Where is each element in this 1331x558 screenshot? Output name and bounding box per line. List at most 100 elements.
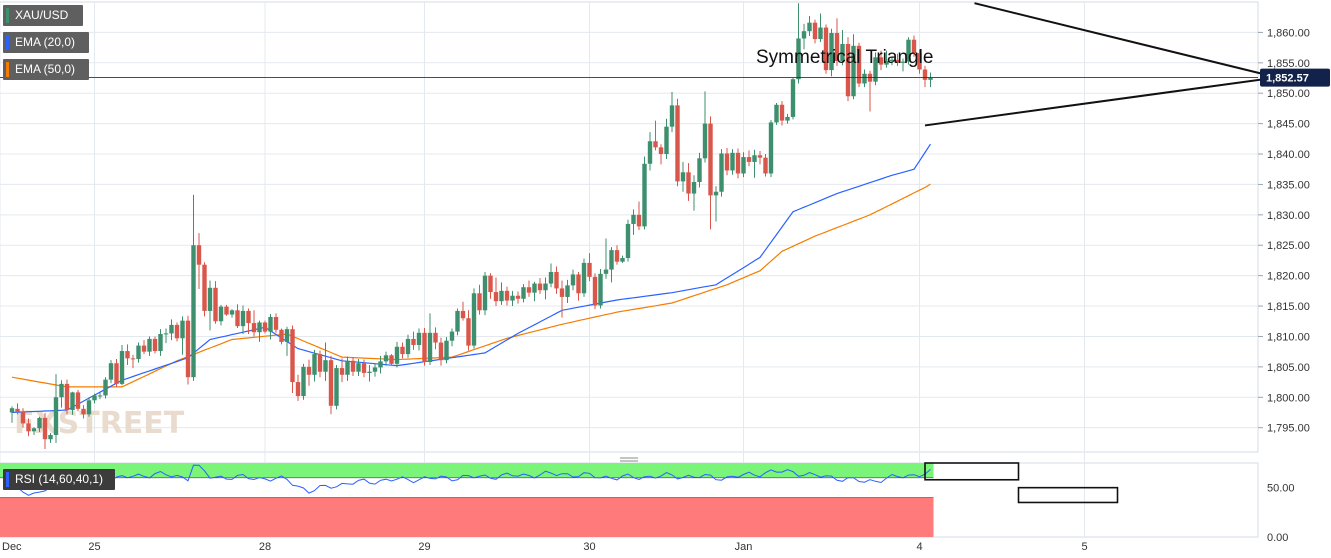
- candle: [75, 389, 81, 412]
- candle-body-down: [587, 262, 592, 277]
- candle: [653, 120, 658, 151]
- y-tick-label: 1,835.00: [1267, 179, 1310, 191]
- candle: [361, 359, 367, 378]
- candle-body-down: [213, 287, 218, 322]
- candle-body-down: [196, 245, 202, 265]
- candle-body-down: [911, 39, 917, 54]
- candle-body-up: [532, 283, 537, 293]
- candle-body-up: [163, 333, 169, 335]
- candle: [845, 37, 851, 102]
- candle-body-down: [75, 392, 81, 409]
- candle-body-down: [433, 332, 438, 343]
- candle: [92, 393, 97, 404]
- candle: [59, 380, 64, 408]
- candle-body-up: [86, 400, 92, 415]
- candle: [213, 281, 218, 324]
- candle: [141, 340, 147, 355]
- candle: [889, 56, 895, 66]
- y-tick-label: 1,850.00: [1267, 88, 1310, 100]
- rsi-annotation-box: [1017, 486, 1119, 504]
- candle-body-up: [482, 275, 488, 311]
- candle-body-up: [405, 338, 411, 355]
- candle: [851, 34, 856, 100]
- candle-body-up: [378, 361, 383, 368]
- candle: [724, 147, 730, 176]
- candle: [609, 247, 614, 283]
- pane-resize-handle[interactable]: [620, 457, 638, 462]
- candle-body-down: [361, 363, 367, 373]
- x-tick-label: Dec: [2, 541, 22, 553]
- candle: [834, 18, 840, 66]
- candle: [257, 320, 262, 342]
- candle: [328, 355, 334, 415]
- candle: [422, 327, 427, 366]
- candle-body-down: [526, 287, 532, 293]
- candle: [268, 313, 273, 340]
- candle: [900, 58, 906, 72]
- legend-ema50[interactable]: EMA (50,0): [3, 59, 89, 80]
- candle-body-up: [785, 116, 790, 121]
- candle-body-up: [510, 295, 515, 301]
- candle-body-up: [603, 269, 609, 274]
- candle: [460, 301, 466, 321]
- candle-body-up: [889, 59, 895, 61]
- candle-body-down: [235, 310, 240, 327]
- candle-body-down: [658, 147, 664, 155]
- candle-body-down: [537, 283, 543, 291]
- candle-body-down: [174, 324, 180, 339]
- candle: [108, 360, 114, 384]
- y-tick-label: 1,805.00: [1267, 362, 1310, 374]
- candle: [306, 359, 312, 386]
- candle: [31, 427, 37, 435]
- candle-body-down: [130, 358, 136, 360]
- legend-rsi[interactable]: RSI (14,60,40,1): [3, 469, 115, 490]
- candle: [251, 310, 257, 337]
- candle: [147, 336, 152, 356]
- candle: [284, 326, 290, 356]
- candle-body-down: [279, 329, 284, 342]
- candle-body-down: [895, 59, 900, 63]
- candle: [262, 320, 268, 334]
- candle-body-down: [295, 382, 301, 397]
- candle: [499, 282, 504, 305]
- candle: [504, 286, 510, 306]
- candle-body-down: [42, 417, 48, 440]
- candle: [554, 266, 559, 294]
- candle: [163, 328, 169, 344]
- candle: [779, 101, 785, 126]
- candle-body-down: [834, 33, 840, 61]
- rsi-tick-label: 50.00: [1267, 483, 1295, 495]
- candle: [548, 263, 554, 288]
- candle: [158, 329, 163, 356]
- candle: [691, 175, 697, 211]
- legend-ema20[interactable]: EMA (20,0): [3, 32, 89, 53]
- candle: [873, 52, 878, 86]
- candle-body-down: [724, 153, 730, 171]
- candle-body-down: [81, 408, 86, 415]
- candle-body-down: [493, 292, 499, 302]
- candle: [279, 328, 284, 345]
- candle-body-down: [185, 320, 191, 378]
- candle-body-down: [504, 290, 510, 301]
- candle: [884, 50, 889, 68]
- candle: [9, 406, 15, 423]
- candle-body-up: [119, 351, 125, 384]
- candle-body-up: [70, 392, 75, 411]
- pattern-annotation: Symmetrical Triangle: [756, 47, 933, 68]
- legend-symbol-swatch: [6, 8, 9, 23]
- candle-body-up: [455, 310, 460, 332]
- candle-body-up: [851, 45, 856, 97]
- candle-body-up: [345, 360, 350, 375]
- candle: [367, 365, 372, 382]
- rsi-overbought-zone: [0, 463, 934, 478]
- candle-body-down: [152, 338, 158, 352]
- candle-body-down: [614, 250, 620, 262]
- candle: [224, 304, 229, 316]
- candle: [570, 269, 576, 291]
- candle-body-up: [829, 33, 834, 71]
- legend-symbol[interactable]: XAU/USD: [3, 5, 83, 26]
- candle-body-down: [328, 360, 334, 406]
- candle-body-up: [548, 272, 554, 284]
- candle: [202, 262, 207, 317]
